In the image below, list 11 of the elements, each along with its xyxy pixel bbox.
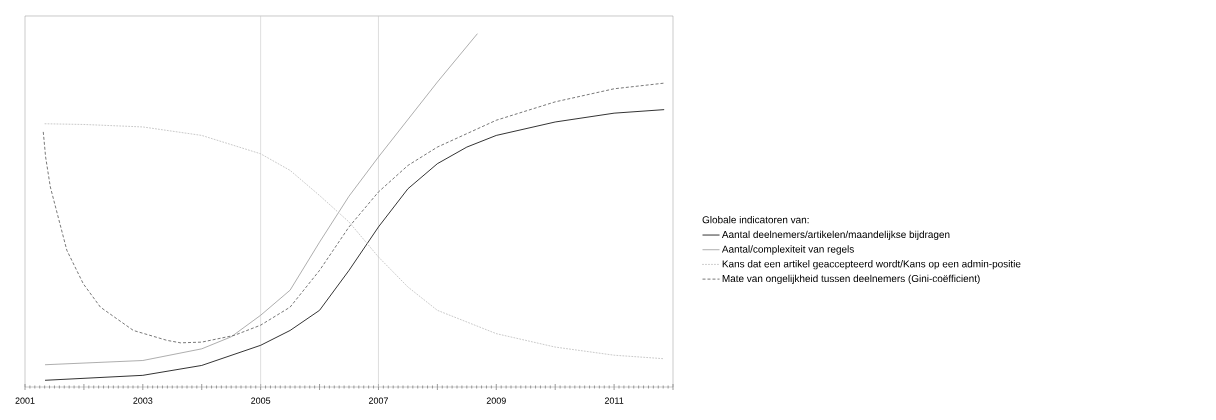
x-tick-label: 2007 bbox=[368, 397, 388, 404]
legend-label: Aantal/complexiteit van regels bbox=[721, 245, 854, 255]
x-tick-label: 2009 bbox=[486, 397, 506, 404]
legend-label: Aantal deelnemers/artikelen/maandelijkse bijdragen bbox=[721, 230, 950, 240]
legend-title: Globale indicatoren van: bbox=[702, 215, 809, 224]
x-tick-label: 2001 bbox=[15, 397, 35, 404]
legend-label: Kans dat een artikel geaccepteerd wordt/Kans op een admin-positie bbox=[722, 260, 1021, 270]
x-tick-label: 2011 bbox=[604, 397, 624, 404]
x-tick-label: 2003 bbox=[133, 397, 153, 404]
x-tick-label: 2005 bbox=[251, 397, 271, 404]
legend-label: Mate van ongelijkheid tussen deelnemers (Gini-coëfficient) bbox=[722, 274, 980, 285]
